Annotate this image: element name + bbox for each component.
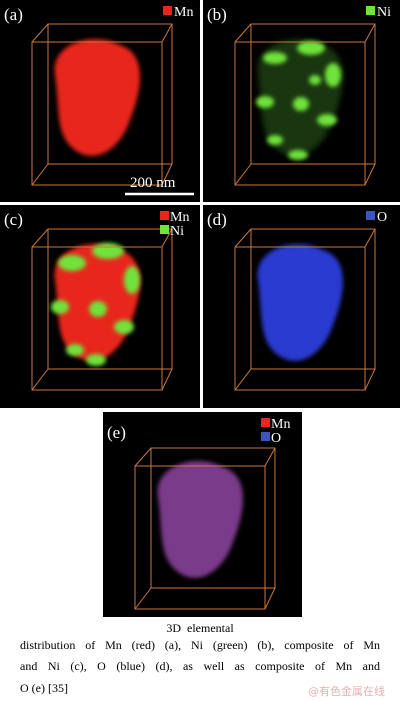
watermark: @有色金属在线 [308,685,385,698]
legend-label: Ni [377,5,391,20]
panel-c: (c) Mn Ni [0,205,200,408]
caption-line: and Ni (c), O (blue) (d), as well as com… [20,659,380,673]
legend-label: Mn [271,417,290,432]
scale-bar-label: 200 nm [130,175,176,191]
legend-label: Mn [174,5,193,20]
panel-label: (c) [4,210,23,229]
panel-a: (a) Mn 200 nm [0,0,200,202]
caption-line: distribution of Mn (red) (a), Ni (green)… [20,638,380,652]
panel-e: (e) Mn O [103,412,302,617]
panel-label: (b) [207,5,227,24]
figure: (a) Mn 200 nm (b) Ni (c) Mn Ni (d) O (e)… [0,0,400,617]
panel-label: (d) [207,210,227,229]
panel-d: (d) O [203,205,400,408]
caption-line: O (e) [35] [20,681,68,695]
panel-b: (b) Ni [203,0,400,202]
legend-label: O [271,431,281,446]
panel-label: (a) [4,5,23,24]
legend-label: Ni [170,224,184,239]
legend-label: O [377,210,387,225]
legend-label: Mn [170,210,189,225]
panel-label: (e) [107,423,126,442]
caption-line: 3D elemental [166,621,234,635]
